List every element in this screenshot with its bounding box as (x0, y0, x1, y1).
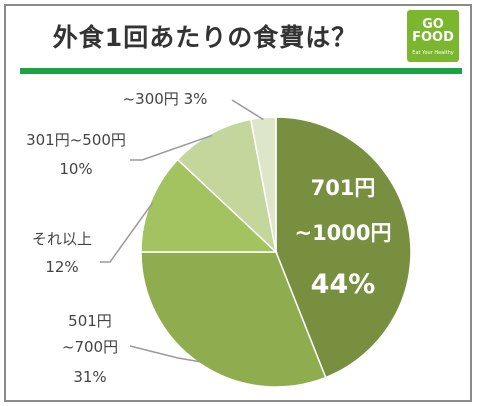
leader-501-700 (129, 345, 202, 363)
logo-line1: GO (422, 17, 444, 32)
label-701-1000-line2: ~1000円 (294, 221, 391, 245)
logo-line2: FOOD (412, 30, 454, 45)
slice-501-700 (140, 251, 327, 388)
leader-over (100, 202, 153, 263)
slice-701-1000 (275, 116, 412, 379)
chart-title: 外食1回あたりの食費は？ (52, 23, 358, 52)
title-underline (20, 68, 462, 74)
label-701-1000-pct: 44% (311, 269, 376, 300)
slice-301-500 (176, 118, 278, 255)
logo-tagline: Eat Your Healthy (412, 50, 454, 56)
label-701-1000-line1: 701円 (311, 176, 376, 200)
logo-text: GO FOOD (407, 18, 459, 44)
label-301-500-line1: 301円~500円 (26, 131, 126, 149)
label-501-700-line1: 501円 (68, 312, 112, 330)
label-under-300: ~300円 3% (123, 90, 208, 108)
label-501-700-pct: 31% (73, 368, 106, 386)
label-over-pct: 12% (45, 258, 78, 276)
label-501-700-line2: ~700円 (62, 338, 118, 356)
gofood-logo: GO FOOD Eat Your Healthy (407, 10, 459, 62)
leader-under-300 (231, 99, 264, 121)
slice-under-300 (249, 116, 277, 253)
slice-over (140, 158, 278, 253)
leader-301-500 (130, 134, 213, 161)
label-301-500-pct: 10% (59, 160, 92, 178)
label-over-line1: それ以上 (32, 230, 92, 248)
